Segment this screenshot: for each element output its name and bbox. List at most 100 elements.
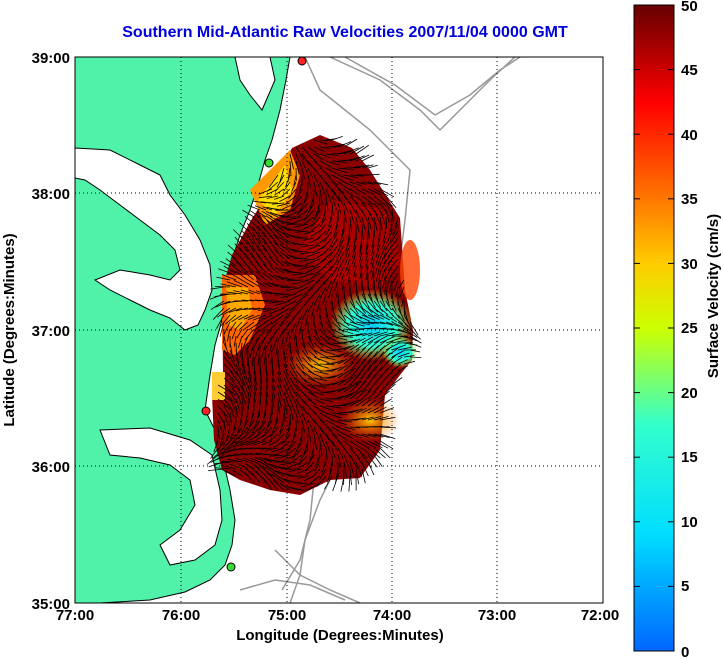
velocity-arrow <box>307 328 312 341</box>
velocity-arrow <box>221 447 237 455</box>
velocity-arrow <box>266 220 279 232</box>
velocity-arrow <box>243 321 255 330</box>
velocity-arrow <box>238 314 249 321</box>
velocity-arrow <box>274 188 285 196</box>
velocity-arrow <box>384 223 387 235</box>
velocity-arrow <box>319 328 330 341</box>
velocity-arrow <box>266 188 279 196</box>
velocity-arrow <box>355 380 367 393</box>
velocity-arrow <box>277 370 283 384</box>
velocity-arrow <box>337 195 345 207</box>
velocity-arrow <box>295 398 304 411</box>
velocity-arrow <box>241 229 249 239</box>
velocity-arrow <box>325 153 339 156</box>
velocity-arrow <box>325 440 331 454</box>
velocity-arrow <box>330 230 339 245</box>
velocity-arrow <box>367 300 379 313</box>
velocity-arrow <box>349 408 363 414</box>
station-hatteras-marker <box>226 562 236 572</box>
velocity-arrow <box>365 251 369 263</box>
velocity-arrow <box>367 454 378 468</box>
velocity-arrow <box>361 389 372 400</box>
velocity-arrow <box>372 272 375 289</box>
velocity-arrow <box>296 461 309 470</box>
velocity-arrow <box>206 454 219 465</box>
velocity-arrow <box>343 356 354 365</box>
velocity-arrow <box>365 258 369 272</box>
velocity-arrow <box>301 391 313 402</box>
velocity-arrow <box>265 377 269 389</box>
velocity-arrow <box>343 409 359 414</box>
velocity-arrow <box>296 314 303 328</box>
velocity-arrow <box>274 258 285 267</box>
velocity-arrow <box>307 300 315 313</box>
velocity-arrow <box>343 195 351 205</box>
velocity-arrow <box>313 321 318 334</box>
velocity-arrow <box>220 283 237 288</box>
velocity-arrow <box>294 257 309 260</box>
velocity-arrow <box>367 164 378 169</box>
velocity-arrow <box>223 433 231 446</box>
velocity-arrow <box>226 328 231 342</box>
velocity-arrow <box>298 265 315 270</box>
velocity-arrow <box>361 416 374 421</box>
velocity-arrow <box>283 391 290 408</box>
velocity-arrow <box>252 232 261 246</box>
velocity-arrow <box>233 426 243 440</box>
velocity-arrow <box>361 351 372 365</box>
velocity-arrow <box>243 314 255 320</box>
velocity-arrow <box>367 307 380 317</box>
y-axis: 39:00 38:00 37:00 36:00 35:00 Latitude (… <box>1 50 70 613</box>
velocity-arrow <box>337 352 349 358</box>
velocity-arrow <box>301 419 305 433</box>
x-tick-label: 75:00 <box>268 607 306 624</box>
velocity-arrow <box>276 447 291 456</box>
velocity-arrow <box>217 384 232 394</box>
velocity-arrow <box>349 418 362 421</box>
velocity-arrow <box>343 361 355 372</box>
velocity-arrow <box>270 221 285 232</box>
velocity-arrow <box>319 405 334 412</box>
velocity-arrow <box>371 237 375 249</box>
velocity-arrow <box>355 209 363 225</box>
velocity-arrow <box>355 286 360 302</box>
velocity-arrow <box>283 356 288 368</box>
velocity-arrow <box>270 216 285 225</box>
velocity-arrow <box>367 331 380 337</box>
velocity-arrow <box>245 463 255 470</box>
velocity-arrow <box>315 454 321 467</box>
velocity-arrow <box>349 307 362 320</box>
velocity-arrow <box>247 384 252 398</box>
velocity-arrow <box>299 195 309 210</box>
velocity-arrow <box>231 469 243 477</box>
velocity-arrow <box>361 293 370 309</box>
velocity-arrow <box>248 314 261 320</box>
velocity-arrow <box>265 447 279 451</box>
velocity-arrow <box>373 398 385 407</box>
velocity-arrow <box>245 419 255 434</box>
velocity-arrow <box>261 447 273 450</box>
velocity-arrow <box>385 300 392 311</box>
velocity-arrow <box>355 293 363 309</box>
velocity-arrow <box>319 356 336 360</box>
colorbar-tick-label: 15 <box>681 449 698 466</box>
velocity-arrow <box>391 364 401 372</box>
velocity-arrow <box>214 467 231 470</box>
velocity-arrow <box>361 372 372 386</box>
velocity-arrow <box>313 244 327 254</box>
velocity-arrow <box>399 286 405 298</box>
velocity-arrow <box>301 412 307 424</box>
velocity-arrow <box>325 314 332 328</box>
velocity-arrow <box>217 405 229 418</box>
velocity-arrow <box>253 363 257 380</box>
velocity-arrow <box>222 307 237 316</box>
colorbar-tick-label: 40 <box>681 127 698 144</box>
velocity-arrow <box>361 195 374 206</box>
velocity-arrow <box>293 426 297 440</box>
velocity-arrow <box>355 300 367 314</box>
velocity-arrow <box>391 314 404 325</box>
velocity-arrow <box>291 181 297 192</box>
velocity-arrow <box>319 412 334 421</box>
velocity-arrow <box>325 279 333 292</box>
velocity-arrow <box>409 342 422 348</box>
